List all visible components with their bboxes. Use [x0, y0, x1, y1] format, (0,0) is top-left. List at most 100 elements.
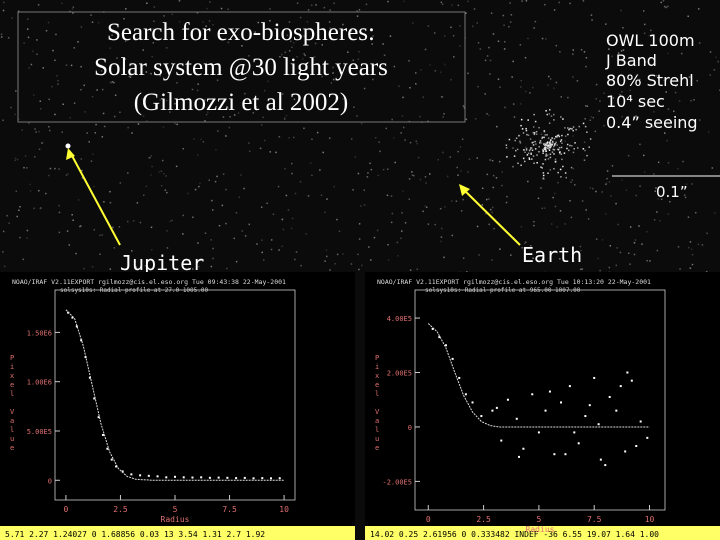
noise-pixel — [285, 194, 288, 197]
halo-pixel — [549, 109, 551, 111]
noise-pixel — [572, 49, 575, 51]
noise-pixel — [530, 152, 532, 154]
noise-pixel — [620, 50, 623, 52]
noise-pixel — [270, 248, 273, 251]
data-point — [182, 476, 185, 479]
noise-pixel — [476, 225, 479, 228]
noise-pixel — [102, 112, 105, 115]
noise-pixel — [38, 130, 40, 133]
noise-pixel — [496, 125, 498, 128]
noise-pixel — [478, 254, 480, 256]
noise-pixel — [520, 86, 522, 88]
noise-pixel — [166, 99, 168, 102]
noise-pixel — [281, 245, 283, 248]
noise-pixel — [320, 194, 323, 197]
noise-pixel — [452, 34, 455, 37]
y-tick-label: 1.00E6 — [27, 379, 52, 387]
noise-pixel — [599, 269, 601, 272]
noise-pixel — [412, 174, 415, 177]
noise-pixel — [667, 108, 670, 110]
noise-pixel — [456, 166, 458, 169]
noise-pixel — [471, 25, 474, 28]
noise-pixel — [288, 21, 291, 23]
noise-pixel — [54, 113, 56, 116]
noise-pixel — [595, 83, 598, 86]
noise-pixel — [212, 257, 214, 260]
noise-pixel — [176, 82, 178, 84]
noise-pixel — [459, 45, 461, 47]
noise-pixel — [329, 9, 331, 11]
y-tick-label: 5.00E5 — [27, 428, 52, 436]
data-point — [495, 406, 498, 409]
noise-pixel — [486, 55, 489, 57]
halo-pixel — [546, 144, 549, 147]
noise-pixel — [262, 116, 264, 119]
noise-pixel — [2, 230, 5, 233]
noise-pixel — [165, 175, 167, 177]
noise-pixel — [14, 157, 17, 159]
noise-pixel — [131, 132, 133, 134]
data-point — [165, 476, 168, 479]
noise-pixel — [673, 110, 675, 113]
noise-pixel — [466, 271, 468, 273]
noise-pixel — [329, 269, 331, 271]
noise-pixel — [509, 21, 512, 23]
noise-pixel — [160, 184, 163, 187]
noise-pixel — [81, 177, 84, 179]
noise-pixel — [358, 9, 361, 11]
noise-pixel — [103, 201, 105, 203]
noise-pixel — [330, 82, 333, 84]
halo-pixel — [513, 155, 516, 157]
noise-pixel — [409, 141, 412, 144]
noise-pixel — [584, 105, 587, 107]
halo-pixel — [583, 159, 586, 161]
noise-pixel — [371, 43, 374, 45]
halo-pixel — [522, 157, 525, 160]
halo-pixel — [588, 146, 590, 148]
halo-pixel — [546, 147, 549, 150]
halo-pixel — [530, 153, 532, 155]
noise-pixel — [131, 64, 133, 66]
noise-pixel — [42, 67, 45, 69]
halo-pixel — [545, 110, 547, 112]
noise-pixel — [606, 177, 608, 180]
data-point — [235, 477, 238, 480]
noise-pixel — [91, 21, 94, 23]
noise-pixel — [252, 112, 255, 114]
noise-pixel — [424, 48, 427, 51]
noise-pixel — [409, 269, 412, 271]
noise-pixel — [363, 204, 366, 206]
noise-pixel — [338, 230, 341, 233]
noise-pixel — [269, 151, 272, 153]
noise-pixel — [524, 56, 527, 59]
noise-pixel — [653, 219, 656, 221]
noise-pixel — [396, 241, 399, 244]
noise-pixel — [146, 2, 148, 4]
noise-pixel — [488, 46, 490, 49]
halo-pixel — [525, 129, 528, 132]
noise-pixel — [162, 172, 165, 175]
noise-pixel — [18, 209, 20, 212]
noise-pixel — [390, 195, 393, 197]
noise-pixel — [101, 234, 103, 236]
halo-pixel — [549, 146, 551, 149]
noise-pixel — [595, 190, 597, 193]
noise-pixel — [142, 115, 145, 117]
data-point — [619, 385, 622, 388]
noise-pixel — [390, 221, 393, 224]
noise-pixel — [263, 139, 266, 142]
halo-pixel — [543, 143, 545, 145]
halo-pixel — [544, 143, 547, 146]
noise-pixel — [690, 248, 693, 250]
noise-pixel — [72, 12, 74, 14]
noise-pixel — [709, 74, 711, 76]
noise-pixel — [675, 85, 677, 87]
halo-pixel — [538, 150, 540, 153]
noise-pixel — [216, 175, 218, 178]
plot-panel: 14.02 0.25 2.61956 0 0.333482 INDEF -36 … — [365, 272, 720, 540]
noise-pixel — [605, 182, 608, 185]
noise-pixel — [353, 106, 355, 108]
halo-pixel — [586, 154, 588, 157]
noise-pixel — [532, 257, 534, 260]
x-tick-label: 5 — [173, 505, 178, 514]
